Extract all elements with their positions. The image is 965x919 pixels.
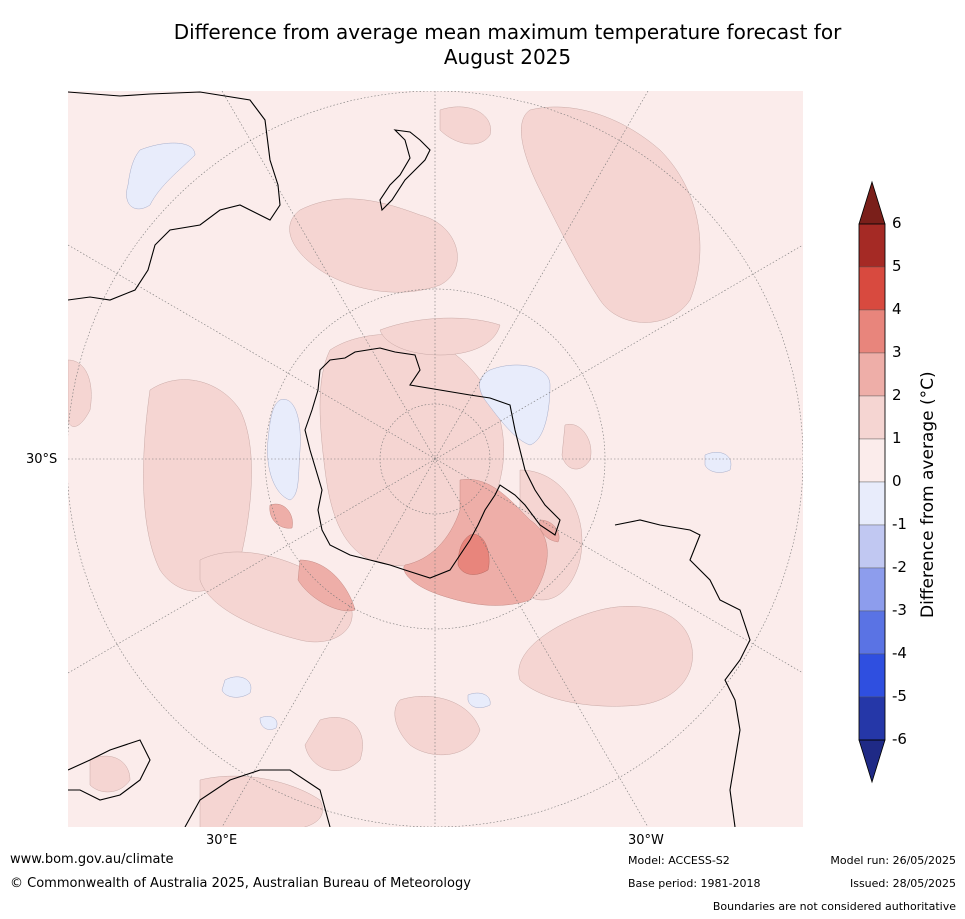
colorbar	[858, 180, 886, 784]
model-text: Model: ACCESS-S2	[628, 854, 730, 867]
colorbar-tick-label: 6	[892, 214, 902, 232]
colorbar-segment	[858, 309, 886, 354]
issued-text: Issued: 28/05/2025	[849, 877, 956, 890]
colorbar-segment	[858, 352, 886, 397]
colorbar-tick-label: 4	[892, 300, 902, 318]
anomaly-0-neg1-areas	[126, 142, 732, 730]
disclaimer-text: Boundaries are not considered authoritat…	[712, 900, 956, 913]
colorbar-tick-label: -2	[892, 558, 907, 576]
anomaly-1-2-areas	[68, 106, 701, 827]
colorbar-outline	[858, 223, 886, 741]
coastlines	[68, 91, 751, 827]
colorbar-tick-label: -3	[892, 601, 907, 619]
model-run-text: Model run: 26/05/2025	[830, 854, 956, 867]
colorbar-tick-label: 1	[892, 429, 902, 447]
colorbar-segment	[858, 524, 886, 569]
colorbar-label: Difference from average (°C)	[918, 371, 938, 618]
colorbar-tick-label: -5	[892, 687, 907, 705]
map-title: Difference from average mean maximum tem…	[173, 20, 842, 69]
colorbar-tick-label: 0	[892, 472, 902, 490]
colorbar-segment	[858, 696, 886, 741]
colorbar-segment	[858, 223, 886, 268]
colorbar-segment	[858, 266, 886, 311]
base-period-text: Base period: 1981-2018	[628, 877, 761, 890]
colorbar-extend-bottom	[858, 739, 886, 784]
colorbar-segment	[858, 438, 886, 483]
website-link[interactable]: www.bom.gov.au/climate	[10, 852, 174, 867]
copyright-text: © Commonwealth of Australia 2025, Austra…	[10, 876, 471, 891]
colorbar-segment	[858, 653, 886, 698]
colorbar-segment	[858, 567, 886, 612]
graticule	[68, 91, 803, 827]
colorbar-tick-label: -4	[892, 644, 907, 662]
longitude-label-west: 30°W	[628, 833, 664, 848]
colorbar-segment	[858, 481, 886, 526]
latitude-label: 30°S	[26, 452, 58, 467]
colorbar-tick-label: 2	[892, 386, 902, 404]
longitude-label-east: 30°E	[206, 833, 238, 848]
colorbar-tick-label: 3	[892, 343, 902, 361]
colorbar-tick-label: 5	[892, 257, 902, 275]
colorbar-segment	[858, 395, 886, 440]
colorbar-segment	[858, 610, 886, 655]
colorbar-tick-label: -1	[892, 515, 907, 533]
anomaly-3-4-areas	[457, 534, 490, 575]
colorbar-extend-top	[858, 180, 886, 225]
colorbar-tick-label: -6	[892, 730, 907, 748]
